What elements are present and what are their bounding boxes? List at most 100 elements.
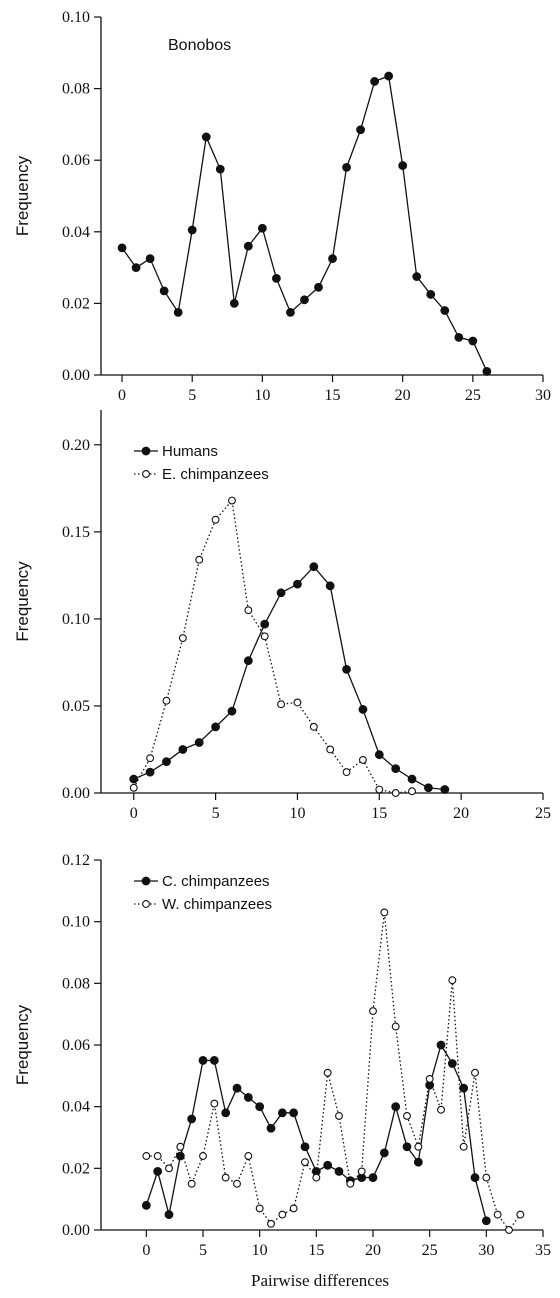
data-point <box>159 286 169 296</box>
data-point <box>448 976 457 985</box>
y-tick-label: 0.12 <box>62 852 90 869</box>
data-point <box>323 1160 333 1170</box>
data-point <box>255 1204 264 1213</box>
series-line-1 <box>145 1043 487 1221</box>
x-tick-label: 35 <box>535 1242 551 1259</box>
x-tick-label: 20 <box>365 1242 381 1259</box>
data-point <box>384 71 394 81</box>
data-point <box>356 125 365 135</box>
y-axis-title: Frequency <box>13 1004 32 1085</box>
series-line-1 <box>121 75 488 372</box>
data-point <box>243 656 253 666</box>
data-point <box>255 1102 265 1112</box>
data-point <box>165 1164 173 1173</box>
data-point <box>221 1108 231 1118</box>
data-point <box>194 738 204 747</box>
data-point <box>398 161 408 170</box>
x-tick-label: 10 <box>252 1242 268 1259</box>
data-point <box>178 745 188 754</box>
data-point <box>176 1142 185 1151</box>
x-tick-label: 10 <box>289 805 305 822</box>
y-tick-label: 0.00 <box>62 367 90 384</box>
data-point <box>221 1173 230 1182</box>
data-point <box>293 579 302 589</box>
data-point <box>402 1142 412 1152</box>
data-point <box>201 132 211 142</box>
legend-label: C. chimpanzees <box>162 873 270 890</box>
data-point <box>293 698 302 707</box>
data-point <box>227 706 237 716</box>
data-point <box>312 1173 321 1182</box>
x-tick-label: 0 <box>142 1242 150 1259</box>
data-point <box>229 298 239 308</box>
data-point <box>403 1111 411 1120</box>
y-tick-label: 0.08 <box>62 975 90 992</box>
data-point <box>300 1142 310 1152</box>
data-point <box>266 1123 276 1133</box>
data-point <box>301 1158 309 1167</box>
data-point <box>459 1142 468 1151</box>
y-tick-label: 0.00 <box>62 785 90 802</box>
data-point <box>153 1167 163 1176</box>
data-point <box>232 1083 242 1093</box>
legend-marker <box>142 900 150 908</box>
y-axis-title: Frequency <box>13 155 32 236</box>
data-point <box>391 1102 401 1112</box>
data-point <box>260 619 270 629</box>
data-point <box>300 295 309 305</box>
legend-marker <box>141 876 151 886</box>
data-point <box>407 774 417 784</box>
data-point <box>342 162 351 172</box>
data-point <box>178 634 187 643</box>
data-point <box>199 1152 207 1160</box>
y-tick-label: 0.04 <box>62 1099 90 1116</box>
data-point <box>323 1068 332 1077</box>
data-point <box>328 254 337 264</box>
data-point <box>426 290 436 299</box>
data-point <box>454 333 464 342</box>
data-point <box>129 774 139 784</box>
data-point <box>482 1173 491 1182</box>
data-point <box>335 1111 343 1120</box>
data-point <box>391 764 401 774</box>
y-tick-label: 0.15 <box>62 524 90 541</box>
x-axis-title: Pairwise differences <box>251 1271 389 1290</box>
data-point <box>145 254 155 264</box>
y-tick-label: 0.08 <box>62 81 90 98</box>
data-point <box>260 632 269 641</box>
data-point <box>257 223 267 233</box>
legend-label: W. chimpanzees <box>162 896 272 913</box>
data-point <box>153 1152 162 1160</box>
x-tick-label: 30 <box>478 1242 494 1259</box>
data-point <box>342 665 351 674</box>
data-point <box>391 789 400 797</box>
data-point <box>470 1173 480 1182</box>
data-point <box>425 1074 434 1083</box>
x-tick-label: 20 <box>453 805 469 822</box>
panel-annotation: Bonobos <box>168 37 231 54</box>
data-point <box>145 767 155 777</box>
data-point <box>267 1219 275 1228</box>
data-point <box>369 1007 377 1016</box>
y-tick-label: 0.02 <box>62 295 90 312</box>
data-point <box>314 282 323 292</box>
x-tick-label: 0 <box>130 805 138 822</box>
y-tick-label: 0.10 <box>62 9 90 26</box>
data-point <box>309 722 318 731</box>
x-tick-label: 30 <box>535 387 551 404</box>
data-point <box>493 1210 502 1219</box>
x-tick-label: 10 <box>254 387 270 404</box>
data-point <box>187 225 197 235</box>
data-point <box>289 1204 298 1213</box>
data-point <box>374 750 384 760</box>
x-tick-label: 25 <box>422 1242 438 1259</box>
data-point <box>413 1157 423 1167</box>
data-point <box>210 1099 219 1108</box>
x-tick-label: 0 <box>118 387 126 404</box>
data-point <box>325 581 335 591</box>
x-tick-label: 25 <box>535 805 551 822</box>
data-point <box>505 1226 513 1234</box>
series-line-2 <box>146 912 521 1232</box>
x-tick-label: 5 <box>199 1242 207 1259</box>
data-point <box>244 1152 253 1160</box>
